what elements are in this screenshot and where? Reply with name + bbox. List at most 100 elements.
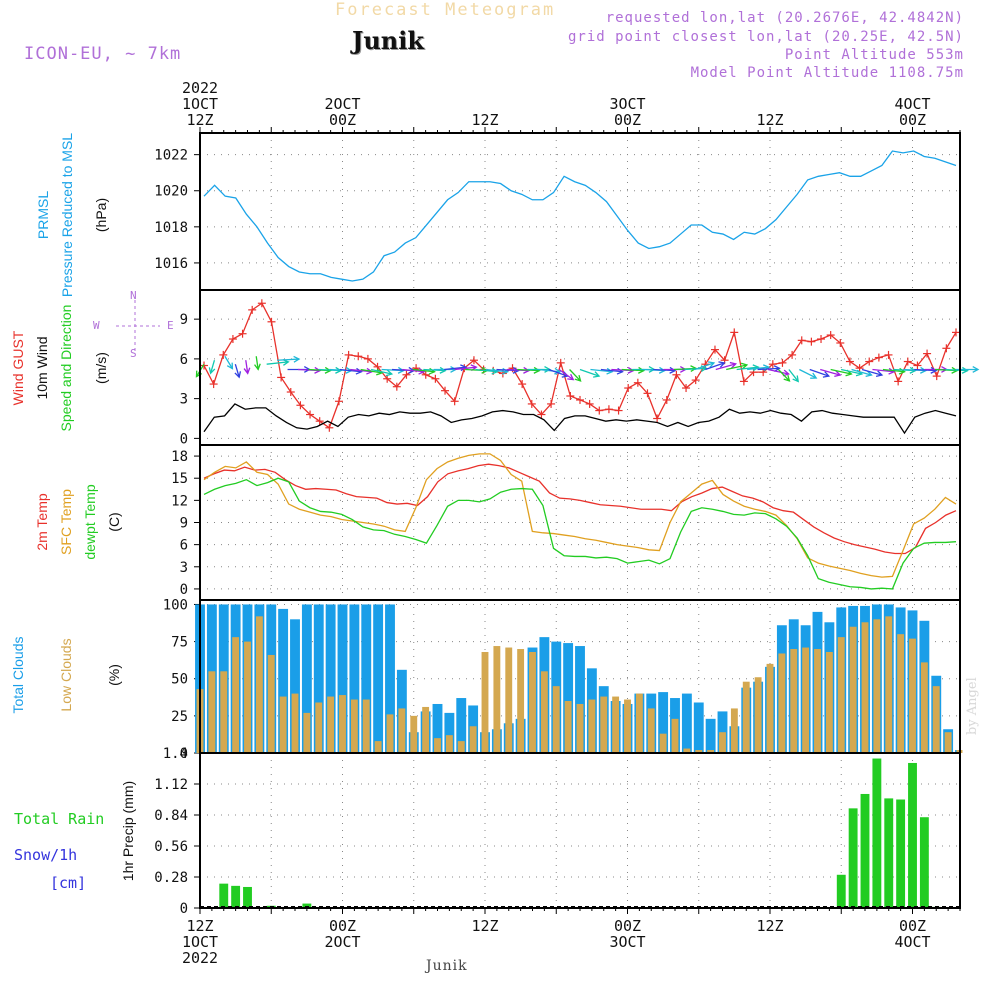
compass-w: W <box>93 319 100 332</box>
total-cloud-bar <box>658 692 669 753</box>
low-cloud-bar <box>315 702 323 753</box>
series-2m-temp <box>203 463 957 555</box>
low-cloud-bar <box>255 616 263 753</box>
wind-arrow <box>569 369 582 382</box>
ytick-label-wind: 9 <box>180 312 188 328</box>
ytick-label-precipitation: 0.56 <box>154 839 188 855</box>
low-cloud-bar <box>730 708 738 753</box>
low-cloud-bar <box>861 622 869 753</box>
wind-arrow-head <box>810 372 818 379</box>
top-time-label: 4OCT 00Z <box>894 96 930 128</box>
series-dewpt-temp <box>203 477 957 590</box>
low-cloud-bar <box>517 649 525 753</box>
low-cloud-bar <box>540 671 548 753</box>
low-cloud-bar <box>576 703 584 753</box>
low-cloud-bar <box>529 651 536 753</box>
wind-arrow <box>402 368 425 373</box>
total-cloud-bar <box>575 646 585 753</box>
wind-arrow-head <box>875 370 884 378</box>
low-cloud-bar <box>279 696 287 753</box>
wind-arrow-head <box>226 362 234 370</box>
ytick-label-clouds: 50 <box>171 672 188 688</box>
ytick-label-temperature: 15 <box>171 471 188 487</box>
bottom-time-label-line: 00Z <box>328 917 357 935</box>
ytick-label-wind: 0 <box>180 431 188 447</box>
wind-arrow-head <box>533 366 541 374</box>
bottom-time-label-line: 12Z <box>471 917 499 935</box>
total-cloud-bar <box>290 619 300 753</box>
total-cloud-bar <box>301 604 312 753</box>
ytick-label-precipitation: 0.84 <box>154 808 188 824</box>
bottom-time-label-line: 3OCT <box>609 933 646 951</box>
low-cloud-bar <box>386 714 394 753</box>
rain-bar <box>302 903 312 908</box>
low-cloud-bar <box>932 686 940 753</box>
ytick-label-precipitation: 1.12 <box>154 777 188 793</box>
top-time-label-line: 3OCT <box>609 95 646 113</box>
bottom-time-label: 12Z <box>471 918 498 934</box>
ytick-label-pressure: 1018 <box>154 220 188 236</box>
total-cloud-bar <box>705 718 716 753</box>
low-cloud-bar <box>493 646 501 753</box>
wind-arrow-head <box>930 366 938 374</box>
panel-frame-precipitation <box>199 752 961 909</box>
wind-arrow <box>234 364 240 378</box>
low-cloud-bar <box>802 647 810 753</box>
wind-arrow <box>757 367 780 371</box>
wind-arrow <box>830 368 852 375</box>
low-cloud-bar <box>469 726 477 753</box>
wind-arrow-head <box>773 365 781 373</box>
wind-arrow-head <box>243 367 251 375</box>
wind-arrow <box>809 368 830 377</box>
model-altitude: Model Point Altitude 1108.75m <box>690 65 964 81</box>
wind-arrow <box>277 358 300 361</box>
wind-arrow-head <box>792 375 800 383</box>
wind-gust-label: Wind GUST <box>10 330 26 406</box>
wind-arrow <box>454 366 477 371</box>
location-title: Junik <box>352 26 424 55</box>
bottom-time-label-line: 4OCT <box>894 933 931 951</box>
total-cloud-bar <box>432 703 443 753</box>
wind-arrow <box>715 363 736 371</box>
wind-arrow <box>767 368 789 375</box>
bottom-time-label: 00Z 3OCT <box>609 918 645 950</box>
wind-arrow-head <box>606 367 614 375</box>
low-cloud-bar <box>825 651 833 753</box>
ytick-label-temperature: 6 <box>180 538 188 554</box>
wind-arrow-head <box>669 366 677 374</box>
wind-arrow <box>726 364 748 371</box>
wind-arrow <box>475 368 498 373</box>
wind-arrow-head <box>888 367 896 375</box>
wind-arrow-head <box>567 373 575 381</box>
bottom-time-label-line: 2OCT <box>324 933 361 951</box>
total-cloud-bar <box>278 608 289 753</box>
top-time-label-line: 00Z <box>613 111 642 129</box>
rain-bar <box>231 885 241 908</box>
top-time-label: 2OCT 00Z <box>324 96 360 128</box>
wind-arrow-head <box>439 366 447 374</box>
wind-arrow-head <box>822 371 831 378</box>
ytick-label-wind: 3 <box>180 392 188 408</box>
top-time-label: 3OCT 00Z <box>609 96 645 128</box>
low-cloud-bar <box>909 638 916 753</box>
panel-frame-temperature <box>199 444 961 601</box>
wind-arrow-head <box>718 361 726 368</box>
low-cloud-bar <box>612 696 620 753</box>
wind-direction-arrows <box>195 355 980 383</box>
rain-bar <box>884 798 894 908</box>
ytick-label-temperature: 9 <box>180 516 188 532</box>
low-cloud-bar <box>600 696 608 753</box>
rain-bar <box>848 808 858 908</box>
ytick-label-pressure: 1022 <box>154 148 188 164</box>
wind-arrow <box>412 368 435 373</box>
wind-arrow <box>548 368 568 377</box>
grid-point: grid point closest lon,lat (20.25E, 42.5… <box>567 29 964 45</box>
total-cloud-bar <box>444 712 455 753</box>
forecast-title: Forecast Meteogram <box>335 0 556 20</box>
total-clouds-label: Total Clouds <box>10 636 26 714</box>
wind-arrow-head <box>961 366 969 374</box>
top-time-label-line: 00Z <box>898 111 927 129</box>
low-cloud-bar <box>837 637 845 753</box>
wind-arrow-head <box>355 367 363 375</box>
low-cloud-bar <box>374 741 382 753</box>
